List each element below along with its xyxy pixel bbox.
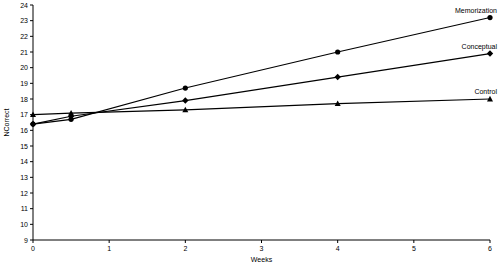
marker — [487, 15, 492, 20]
x-tick-label: 2 — [183, 245, 187, 252]
x-tick-label: 0 — [31, 245, 35, 252]
y-tick-label: 15 — [20, 143, 28, 150]
y-tick — [30, 5, 33, 6]
x-tick — [185, 240, 186, 243]
marker — [30, 121, 36, 127]
y-tick — [30, 224, 33, 225]
x-tick — [490, 240, 491, 243]
series-line — [33, 18, 490, 125]
y-tick-label: 24 — [20, 2, 28, 9]
x-tick — [261, 240, 262, 243]
x-tick-label: 4 — [336, 245, 340, 252]
y-tick-label: 16 — [20, 127, 28, 134]
y-tick-label: 23 — [20, 17, 28, 24]
x-tick-label: 3 — [260, 245, 264, 252]
x-tick — [337, 240, 338, 243]
y-tick-label: 18 — [20, 96, 28, 103]
x-axis-label: Weeks — [251, 256, 273, 263]
marker — [335, 49, 340, 54]
x-tick — [109, 240, 110, 243]
marker — [182, 107, 188, 113]
y-tick-label: 19 — [20, 80, 28, 87]
y-tick-label: 21 — [20, 49, 28, 56]
y-tick-label: 11 — [21, 205, 28, 212]
marker — [30, 111, 36, 117]
marker — [487, 50, 493, 56]
y-tick — [30, 177, 33, 178]
y-tick-label: 10 — [20, 221, 28, 228]
y-tick — [30, 83, 33, 84]
x-tick-label: 5 — [412, 245, 416, 252]
y-tick-label: 13 — [20, 174, 28, 181]
series-line — [33, 99, 490, 115]
x-tick — [413, 240, 414, 243]
x-tick-label: 1 — [107, 245, 111, 252]
marker — [30, 121, 35, 126]
series-label: Control — [474, 88, 497, 95]
x-tick — [33, 240, 34, 243]
chart: 91011121314151617181920212223240123456We… — [0, 0, 500, 266]
marker — [487, 96, 493, 102]
y-tick-label: 9 — [24, 237, 28, 244]
y-tick — [30, 67, 33, 68]
marker — [335, 101, 341, 107]
series-label: Memorization — [455, 7, 497, 14]
series-label: Conceptual — [462, 43, 498, 51]
y-tick-label: 20 — [20, 64, 28, 71]
marker — [183, 85, 188, 90]
y-tick — [30, 130, 33, 131]
series-line — [33, 54, 490, 125]
marker — [182, 97, 188, 103]
marker — [334, 74, 340, 80]
y-tick — [30, 208, 33, 209]
plot-area — [30, 15, 493, 127]
y-tick — [30, 20, 33, 21]
marker — [68, 110, 74, 116]
y-tick — [30, 99, 33, 100]
y-tick — [30, 52, 33, 53]
y-tick-label: 22 — [20, 33, 28, 40]
y-tick-label: 12 — [20, 190, 28, 197]
y-tick — [30, 36, 33, 37]
y-tick — [30, 193, 33, 194]
y-tick-label: 14 — [20, 158, 28, 165]
y-axis-label: NCorrect — [3, 108, 10, 136]
y-tick-label: 17 — [20, 111, 28, 118]
y-tick — [30, 146, 33, 147]
y-tick — [30, 161, 33, 162]
x-tick-label: 6 — [488, 245, 492, 252]
